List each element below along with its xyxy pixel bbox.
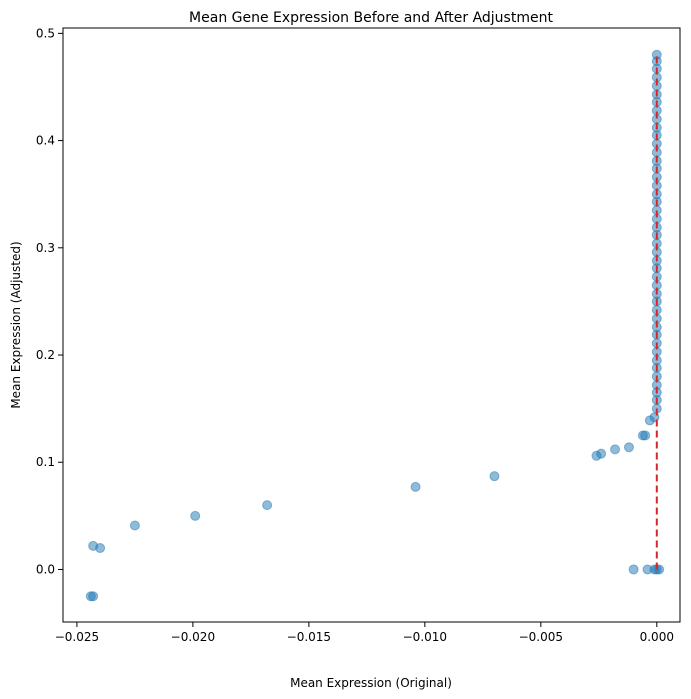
x-tick-label: −0.020 [171, 630, 215, 644]
y-tick-label: 0.0 [36, 562, 55, 576]
data-point [190, 510, 201, 521]
chart-title: Mean Gene Expression Before and After Ad… [189, 10, 553, 26]
data-point [95, 543, 106, 554]
data-point [489, 471, 500, 482]
x-tick-label: −0.010 [403, 630, 447, 644]
data-point [623, 442, 634, 453]
y-tick-label: 0.1 [36, 455, 55, 469]
x-tick-label: −0.005 [519, 630, 563, 644]
x-tick-label: 0.000 [640, 630, 674, 644]
x-axis-label: Mean Expression (Original) [290, 676, 452, 690]
x-axis-ticks: −0.025 −0.020 −0.015 −0.010 −0.005 0.000 [55, 622, 674, 644]
data-point [262, 500, 273, 511]
data-point [628, 564, 639, 575]
y-axis-ticks: 0.0 0.1 0.2 0.3 0.4 0.5 [36, 26, 63, 576]
data-points [85, 49, 665, 602]
x-tick-label: −0.025 [55, 630, 99, 644]
y-axis-label: Mean Expression (Adjusted) [9, 241, 23, 408]
data-point [88, 591, 99, 602]
y-tick-label: 0.4 [36, 134, 55, 148]
plot-area [62, 27, 681, 623]
y-tick-label: 0.3 [36, 241, 55, 255]
y-tick-label: 0.5 [36, 26, 55, 40]
data-point [129, 520, 140, 531]
data-point [410, 481, 421, 492]
plot-frame [62, 27, 681, 623]
data-point [640, 430, 651, 441]
y-tick-label: 0.2 [36, 348, 55, 362]
x-tick-label: −0.015 [287, 630, 331, 644]
data-point [610, 444, 621, 455]
data-point [596, 448, 607, 459]
